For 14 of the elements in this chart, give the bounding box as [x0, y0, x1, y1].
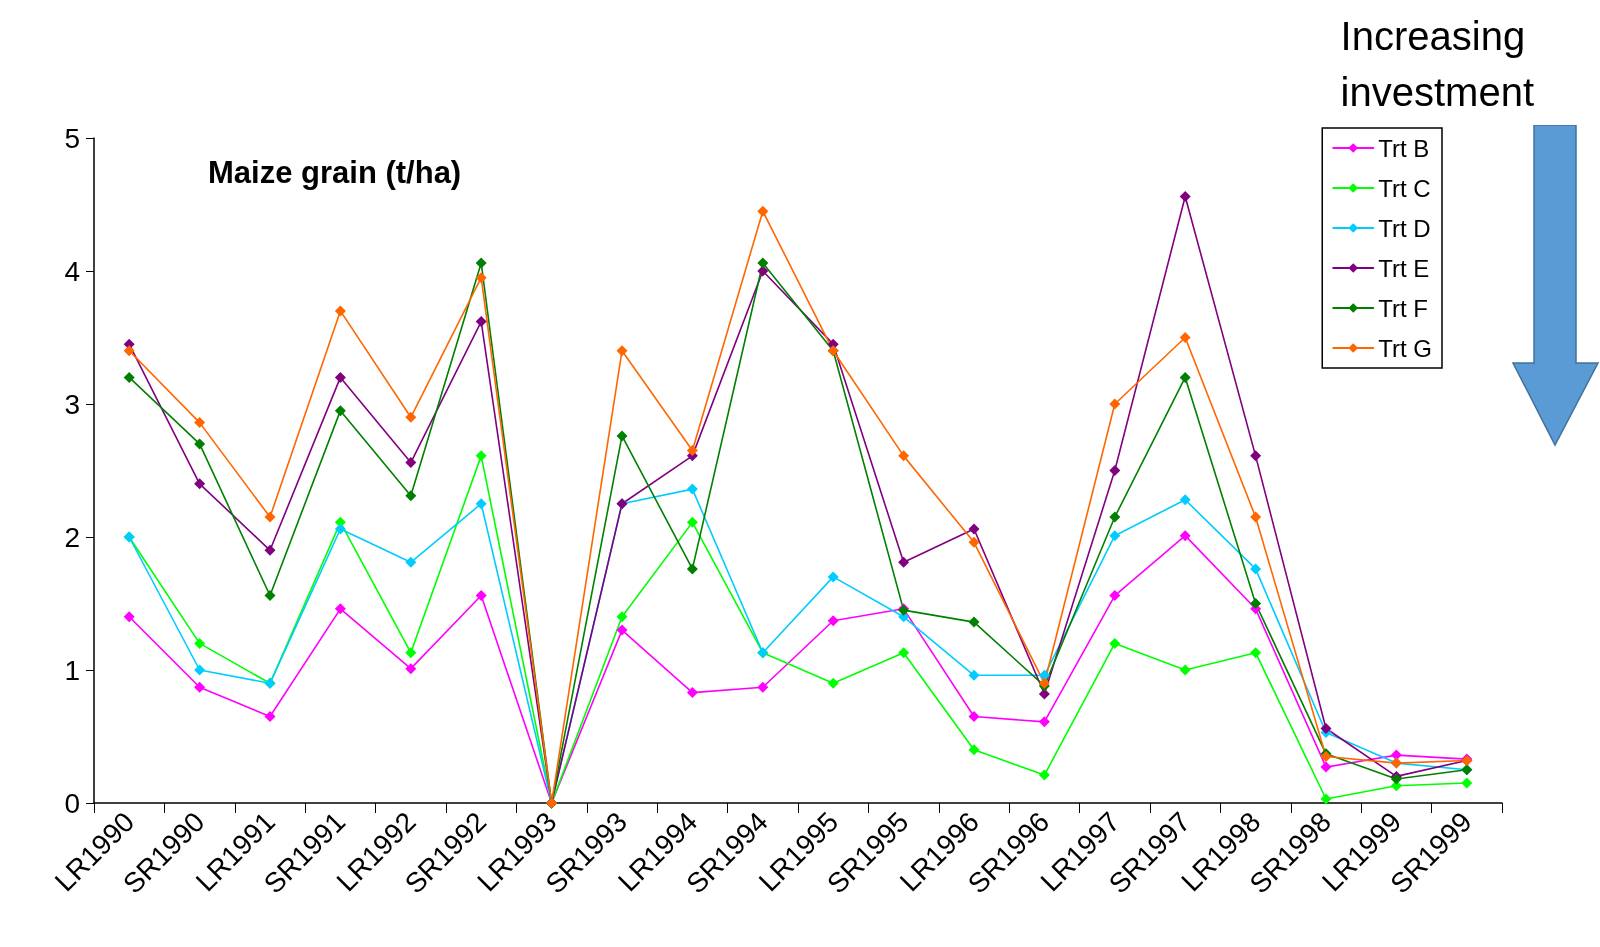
legend-label: Trt D: [1378, 214, 1431, 242]
text: Increasing investment: [1340, 14, 1534, 114]
legend-label: Trt G: [1378, 334, 1432, 362]
legend-label: Trt E: [1378, 254, 1430, 282]
legend-label: Trt B: [1378, 134, 1430, 162]
y-tick-label: 5: [64, 122, 80, 154]
legend-label: Trt F: [1378, 294, 1428, 322]
legend-label: Trt C: [1378, 174, 1431, 202]
y-tick-label: 1: [64, 654, 80, 686]
text: Maize grain (t/ha): [208, 155, 462, 190]
y-tick-label: 3: [64, 388, 80, 420]
y-tick-label: 4: [64, 255, 80, 287]
y-tick-label: 2: [64, 521, 80, 553]
y-tick-label: 0: [64, 787, 80, 819]
